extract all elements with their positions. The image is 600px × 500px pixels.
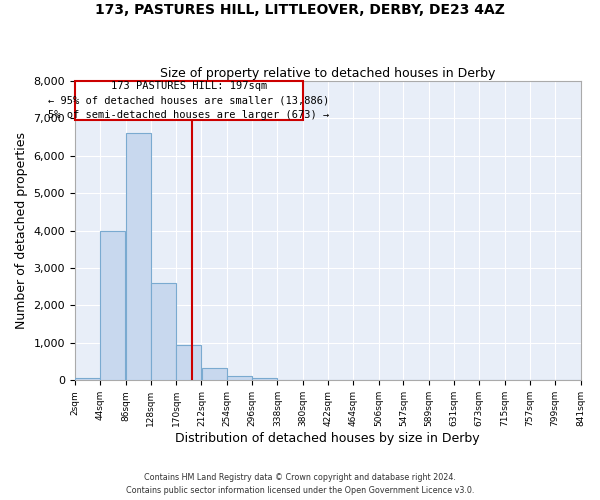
Bar (227, 376, 252, 380)
Bar (176, 345, 202, 380)
Bar (125, 133, 151, 380)
Text: 173, PASTURES HILL, LITTLEOVER, DERBY, DE23 4AZ: 173, PASTURES HILL, LITTLEOVER, DERBY, D… (95, 2, 505, 16)
Bar (252, 378, 277, 380)
Bar (100, 230, 125, 380)
Y-axis label: Number of detached properties: Number of detached properties (15, 132, 28, 329)
Bar (202, 368, 227, 380)
Text: 173 PASTURES HILL: 197sqm
← 95% of detached houses are smaller (13,886)
5% of se: 173 PASTURES HILL: 197sqm ← 95% of detac… (48, 80, 329, 120)
FancyBboxPatch shape (75, 80, 302, 120)
Title: Size of property relative to detached houses in Derby: Size of property relative to detached ho… (160, 66, 496, 80)
Bar (75, 378, 100, 380)
X-axis label: Distribution of detached houses by size in Derby: Distribution of detached houses by size … (175, 432, 480, 445)
Text: Contains HM Land Registry data © Crown copyright and database right 2024.
Contai: Contains HM Land Registry data © Crown c… (126, 474, 474, 495)
Bar (151, 283, 176, 380)
